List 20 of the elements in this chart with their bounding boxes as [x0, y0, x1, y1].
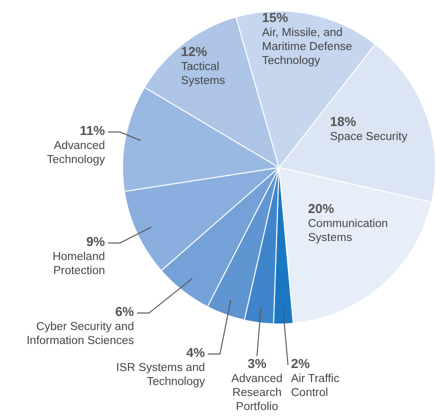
slice-label: Air Traffic Control	[291, 372, 340, 399]
slice-label: Communication Systems	[308, 218, 388, 244]
data-label: 9%	[86, 234, 106, 250]
slice-label: Cyber Security and Information Sciences	[26, 320, 134, 347]
data-label: 15%	[262, 10, 288, 26]
data-label: 4%	[186, 345, 206, 360]
slice-label: Air, Missile, and Maritime Defense Technology	[262, 26, 352, 67]
data-label: 6%	[115, 304, 134, 320]
data-label: 2%	[291, 356, 310, 372]
data-label: 20%	[308, 201, 334, 216]
data-label: 3%	[248, 356, 267, 372]
slice-label: Advanced Technology	[46, 140, 106, 166]
slice-label: Advanced Research Portfolio	[231, 372, 283, 413]
slice-label: ISR Systems and Technology	[116, 362, 206, 388]
slice-label: Space Security	[330, 130, 408, 143]
data-label: 18%	[330, 114, 356, 130]
data-label: 11%	[80, 123, 106, 138]
slice-label: Homeland Protection	[52, 250, 105, 277]
slice-label: Tactical Systems	[181, 60, 226, 87]
data-label: 12%	[181, 44, 208, 60]
